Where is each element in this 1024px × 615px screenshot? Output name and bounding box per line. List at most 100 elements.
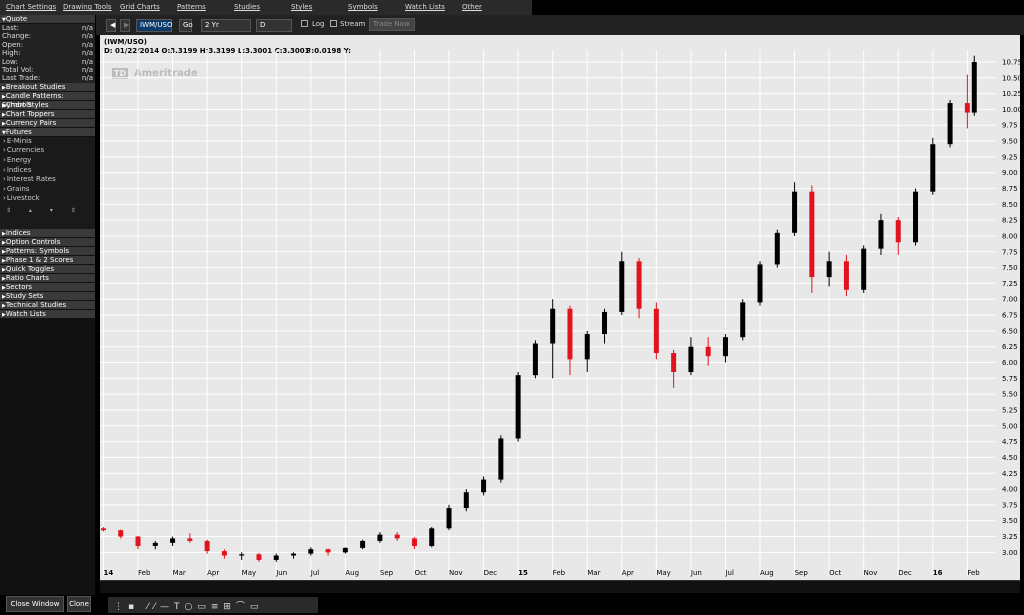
- menu-item[interactable]: Styles: [291, 3, 313, 11]
- menu-item[interactable]: Symbols: [348, 3, 378, 11]
- futures-list: E-MinisCurrenciesEnergyIndicesInterest R…: [0, 136, 95, 204]
- x-tick-label: Dec: [898, 569, 912, 577]
- candle-body: [187, 538, 193, 541]
- drawing-toolbar: ⋮▪ ⁄⁄—T○▭≡⊞⌒▭: [108, 597, 318, 613]
- y-tick-label: 7.75: [1002, 248, 1018, 256]
- candle-body: [619, 261, 625, 312]
- candle-body: [722, 337, 728, 357]
- section-header[interactable]: Ratio Charts: [0, 273, 95, 282]
- futures-item[interactable]: Energy: [0, 155, 95, 166]
- section-header[interactable]: Currency Pairs: [0, 118, 95, 127]
- section-header[interactable]: Patterns: Symbols: [0, 246, 95, 255]
- section-header[interactable]: Chart Toppers: [0, 109, 95, 118]
- x-tick-label: Apr: [622, 569, 634, 577]
- candle-body: [947, 103, 953, 145]
- x-tick-label: Jun: [690, 569, 702, 577]
- quote-row: High: n/a: [0, 49, 95, 58]
- y-tick-label: 8.25: [1002, 217, 1018, 225]
- candle-body: [239, 554, 245, 556]
- close-window-button[interactable]: Close Window: [6, 596, 64, 612]
- log-label: Log: [312, 20, 325, 28]
- candle-body: [342, 547, 348, 553]
- menu-item[interactable]: Grid Charts: [120, 3, 160, 11]
- menu-item[interactable]: Watch Lists: [405, 3, 445, 11]
- quote-row: Total Vol: n/a: [0, 65, 95, 75]
- menu-item[interactable]: Chart Settings: [6, 3, 57, 11]
- section-header[interactable]: Indices: [0, 228, 95, 237]
- menu-item[interactable]: Drawing Tools: [63, 3, 112, 11]
- candle-body: [291, 553, 297, 556]
- scroll-controls: ⇕ ▴ ▾ ⇕: [0, 202, 95, 229]
- stream-label: Stream: [340, 20, 366, 28]
- y-tick-label: 3.00: [1002, 549, 1018, 557]
- y-tick-label: 7.25: [1002, 280, 1018, 288]
- y-tick-label: 7.00: [1002, 296, 1018, 304]
- section-header[interactable]: Sectors: [0, 282, 95, 291]
- section-header[interactable]: Breakout Studies: [0, 82, 95, 91]
- forward-button[interactable]: ▶: [120, 19, 130, 32]
- section-header[interactable]: Technical Studies: [0, 300, 95, 309]
- candle-body: [971, 61, 977, 113]
- section-header[interactable]: Study Sets: [0, 291, 95, 300]
- candle-body: [221, 551, 227, 556]
- y-tick-label: 8.00: [1002, 232, 1018, 240]
- candle-body: [913, 191, 919, 243]
- interval-select[interactable]: D: [256, 19, 292, 32]
- menu-item[interactable]: Studies: [234, 3, 260, 11]
- quote-row: Open: n/a: [0, 40, 95, 50]
- back-button[interactable]: ◀: [106, 19, 116, 32]
- futures-item[interactable]: Livestock: [0, 194, 95, 204]
- candle-body: [463, 492, 469, 509]
- candle-body: [515, 375, 521, 439]
- futures-item[interactable]: Currencies: [0, 146, 95, 156]
- candle-body: [532, 343, 538, 376]
- x-tick-label: Sep: [380, 569, 394, 577]
- futures-item[interactable]: Grains: [0, 184, 95, 195]
- y-tick-label: 4.25: [1002, 470, 1018, 478]
- quote-row: Low: n/a: [0, 57, 95, 66]
- menu-item[interactable]: Patterns: [177, 3, 206, 11]
- x-tick-label: Sep: [795, 569, 809, 577]
- symbol-input[interactable]: IWM/USO: [136, 19, 172, 32]
- clone-button[interactable]: Clone: [67, 596, 91, 612]
- candle-body: [446, 508, 452, 529]
- y-tick-label: 6.25: [1002, 343, 1018, 351]
- log-checkbox[interactable]: [301, 20, 308, 27]
- quote-title[interactable]: Quote: [0, 15, 95, 23]
- period-select[interactable]: 2 Yr: [201, 19, 251, 32]
- quote-value: n/a: [81, 57, 93, 66]
- futures-title[interactable]: Futures: [0, 127, 95, 136]
- candle-body: [930, 144, 936, 192]
- quote-rows: Last: n/a Change: n/a Open: n/a High: n/a Low: n/…: [0, 24, 95, 83]
- quote-value: n/a: [81, 49, 93, 58]
- futures-item[interactable]: Indices: [0, 165, 95, 176]
- y-tick-label: 10.75: [1002, 58, 1022, 66]
- watermark-logo: TD: [112, 68, 129, 79]
- section-header[interactable]: Quick Toggles: [0, 264, 95, 273]
- quote-label: Last Trade:: [2, 74, 41, 83]
- y-tick-label: 4.75: [1002, 438, 1018, 446]
- y-tick-label: 5.75: [1002, 375, 1018, 383]
- quote-label: Low:: [2, 57, 18, 66]
- candle-body: [360, 540, 366, 548]
- x-tick-label: Nov: [449, 569, 463, 577]
- section-header[interactable]: Chart Styles: [0, 100, 95, 109]
- futures-item[interactable]: E-Minis: [0, 136, 95, 147]
- toolbar: ◀ ▶ IWM/USO Go 2 Yr D Log Stream Trade N…: [96, 15, 1024, 35]
- stream-checkbox[interactable]: [330, 20, 337, 27]
- y-tick-label: 5.50: [1002, 391, 1018, 399]
- candle-body: [256, 554, 262, 560]
- futures-item[interactable]: Interest Rates: [0, 175, 95, 185]
- candle-body: [429, 528, 435, 547]
- x-tick-label: Jul: [310, 569, 320, 577]
- trade-button[interactable]: Trade Now: [369, 18, 415, 31]
- x-tick-label: Feb: [138, 569, 151, 577]
- menu-item[interactable]: Other: [462, 3, 482, 11]
- go-button[interactable]: Go: [179, 19, 193, 32]
- quote-label: Last:: [2, 24, 19, 32]
- x-tick-label: 14: [103, 569, 113, 577]
- section-header[interactable]: Watch Lists: [0, 309, 95, 318]
- section-header[interactable]: Phase 1 & 2 Scores: [0, 255, 95, 264]
- candle-body: [394, 534, 400, 539]
- section-header[interactable]: Option Controls: [0, 237, 95, 246]
